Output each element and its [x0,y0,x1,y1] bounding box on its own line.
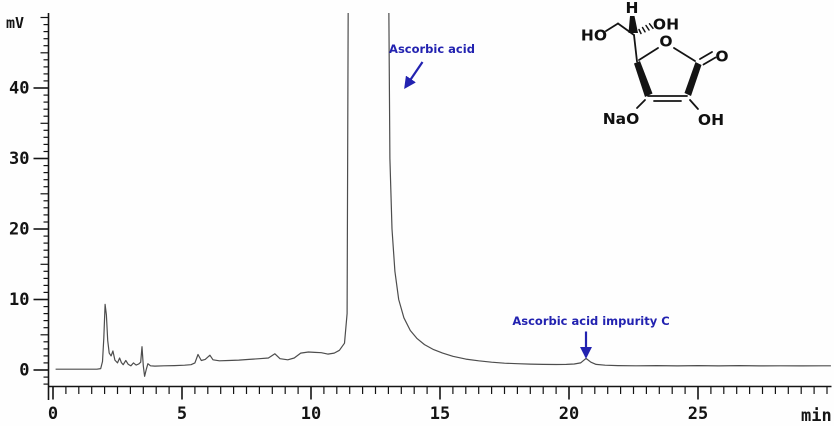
x-tick-label: 25 [688,404,708,424]
double-bond [699,51,713,60]
atom-label-NaO: NaO [603,110,640,128]
molecule-structure [605,16,717,110]
atom-label-ring-O: O [659,33,672,51]
peak-annotations: Ascorbic acid Ascorbic acid impurity C [389,42,670,359]
ascorbic-acid-peak-label: Ascorbic acid [389,42,475,56]
chromatogram-trace [55,13,831,377]
x-tick-label: 5 [177,404,187,424]
atom-label-OH2: OH [698,111,724,129]
ascorbic-acid-arrow-icon [404,61,424,90]
x-tick-label: 10 [301,404,321,424]
y-tick-label: 40 [9,79,29,99]
x-tick-label: 0 [48,404,58,424]
hashed-wedge-bond [638,23,654,35]
bond [636,99,646,109]
bond [605,22,619,32]
bond [673,47,696,62]
y-tick-label: 20 [9,220,29,240]
bond [617,22,635,36]
y-tick-label: 30 [9,149,29,169]
impurity-c-peak-label: Ascorbic acid impurity C [512,314,669,328]
atom-label-H: H [626,0,639,17]
bond [633,34,638,63]
bond [689,99,699,110]
y-axis-ticks: 0 10 20 30 40 [9,16,49,385]
x-axis-ticks: 0 5 10 15 20 25 [48,386,828,424]
wedge-bond [634,61,653,97]
x-tick-label: 15 [430,404,450,424]
molecule-atom-labels: H OH HO O O NaO OH [581,0,729,129]
axes [47,13,832,400]
y-tick-label: 10 [9,290,29,310]
y-tick-label: 0 [19,361,29,381]
bond [638,47,659,61]
double-bond [702,56,717,66]
wedge-bond [684,62,702,96]
atom-label-OH: OH [653,16,679,34]
x-tick-label: 20 [559,404,579,424]
atom-label-carbonyl-O: O [715,48,728,66]
y-axis-unit-label: mV [6,14,24,32]
x-axis-unit-label: min [801,406,832,426]
wedge-bond [628,16,638,33]
atom-label-HO: HO [581,27,607,45]
